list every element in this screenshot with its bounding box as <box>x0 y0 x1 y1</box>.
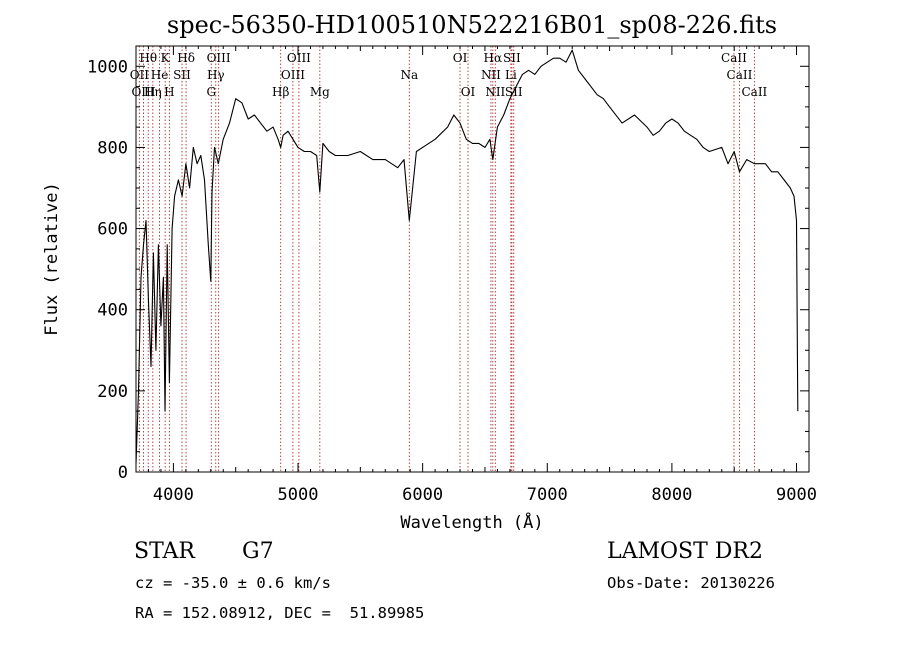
spectral-line-markers <box>138 46 755 472</box>
y-tick-label-0: 0 <box>118 463 128 483</box>
marker-label-9: OII <box>130 68 150 82</box>
x-axis: 4000 5000 6000 7000 8000 9000 <box>135 46 817 505</box>
coordinates-text: RA = 152.08912, DEC = 51.89985 <box>135 604 425 622</box>
x-tick-label-4000: 4000 <box>153 485 194 505</box>
y-tick-label-600: 600 <box>97 220 128 240</box>
spectrum-series-line <box>135 49 799 464</box>
y-tick-label-200: 200 <box>97 382 128 402</box>
y-tick-label-1000: 1000 <box>87 57 128 77</box>
x-tick-label-9000: 9000 <box>776 485 817 505</box>
subclass-text: G7 <box>242 539 274 564</box>
x-tick-label-6000: 6000 <box>402 485 443 505</box>
marker-label-3: OIII <box>207 51 231 65</box>
marker-label-11: SII <box>173 68 191 82</box>
object-class-text: STAR <box>134 539 195 564</box>
marker-label-16: Li <box>505 68 517 82</box>
y-axis: 0 200 400 600 800 1000 <box>87 45 809 483</box>
marker-label-5: OI <box>453 51 468 65</box>
x-tick-label-5000: 5000 <box>278 485 319 505</box>
marker-label-8: CaII <box>721 51 747 65</box>
plot-frame <box>135 45 810 473</box>
marker-label-21: G <box>206 85 216 99</box>
marker-label-12: Hγ <box>207 68 225 82</box>
marker-label-0: Hθ <box>139 51 157 65</box>
chart-title: spec-56350-HD100510N522216B01_sp08-226.f… <box>167 11 777 39</box>
marker-label-15: NII <box>481 68 501 82</box>
y-tick-label-800: 800 <box>97 138 128 158</box>
marker-label-13: OIII <box>281 68 305 82</box>
x-tick-label-8000: 8000 <box>651 485 692 505</box>
marker-label-6: Hα <box>484 51 503 65</box>
x-axis-label: Wavelength (Å) <box>400 511 543 533</box>
y-axis-label: Flux (relative) <box>42 182 62 336</box>
marker-label-24: OI <box>461 85 476 99</box>
marker-label-19: Hη <box>144 85 162 99</box>
marker-label-2: Hδ <box>177 51 195 65</box>
marker-label-4: OIII <box>287 51 311 65</box>
survey-text: LAMOST DR2 <box>607 539 763 564</box>
marker-label-23: Mg <box>310 85 330 99</box>
marker-label-18: OIII <box>131 85 155 99</box>
marker-label-10: He <box>151 68 169 82</box>
marker-label-14: Na <box>400 68 418 82</box>
y-tick-label-400: 400 <box>97 301 128 321</box>
marker-label-20: H <box>164 85 174 99</box>
marker-label-1: K <box>161 51 171 65</box>
marker-label-22: Hβ <box>272 85 289 99</box>
marker-label-25: NII <box>485 85 505 99</box>
redshift-text: cz = -35.0 ± 0.6 km/s <box>135 574 331 592</box>
obs-date-text: Obs-Date: 20130226 <box>607 574 775 592</box>
marker-label-7: SII <box>503 51 521 65</box>
marker-label-27: CaII <box>741 85 767 99</box>
x-tick-label-7000: 7000 <box>527 485 568 505</box>
marker-label-17: CaII <box>727 68 753 82</box>
